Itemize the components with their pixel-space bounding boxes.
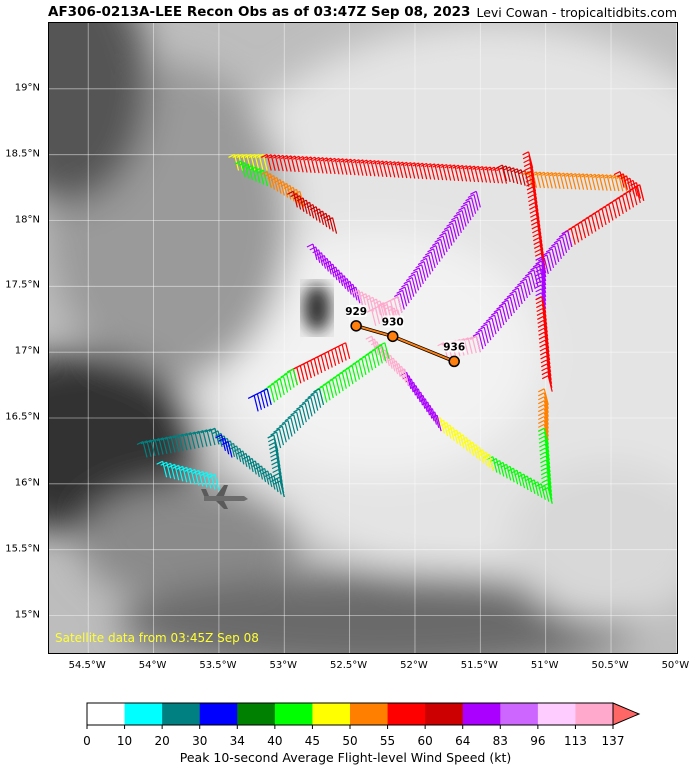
colorbar-tick-label: 20 [154,734,170,748]
colorbar-tick-label: 50 [342,734,358,748]
lon-tick-label: 54°W [138,660,167,671]
colorbar-tick-label: 40 [267,734,283,748]
wind-barb-segment [215,434,233,458]
colorbar-tick-label: 137 [601,734,625,748]
wind-barb-segment [430,414,494,471]
colorbar-tick-label: 113 [563,734,587,748]
colorbar-swatch [124,703,163,725]
chart-title: AF306-0213A-LEE Recon Obs as of 03:47Z S… [48,4,471,20]
wind-barb-segment [538,427,553,504]
wind-barb-segment [398,368,442,432]
colorbar-tick-label: 0 [83,734,91,748]
recon-aircraft-icon [201,485,248,509]
satellite-map: 929 930 936 [49,23,677,653]
colorbar-tick-label: 30 [192,734,208,748]
lat-tick-label: 15°N [14,609,40,620]
credit-text: Levi Cowan - tropicaltidbits.com [476,5,677,20]
lon-tick-label: 52.5°W [330,660,368,671]
colorbar-title: Peak 10-second Average Flight-level Wind… [179,750,512,765]
lon-tick-label: 51.5°W [460,660,498,671]
lat-tick-label: 19°N [14,82,40,94]
pressure-fix-label: 930 [382,316,404,328]
wind-barb-segment [522,151,547,274]
lon-tick-label: 54.5°W [68,660,106,671]
lat-tick-label: 17°N [14,345,40,357]
colorbar-swatch [575,703,614,725]
wind-barbs [136,151,645,504]
colorbar-swatch [537,703,576,725]
lon-tick-label: 50°W [661,660,690,671]
lat-tick-label: 18.5°N [5,148,40,160]
colorbar-swatch [500,703,539,725]
map-gridlines [49,23,677,653]
satellite-timestamp: Satellite data from 03:45Z Sep 08 [55,631,259,645]
wind-barb-segment [156,460,220,491]
colorbar-extend-arrow [612,702,641,726]
colorbar-swatch [199,703,238,725]
colorbar-tick-label: 55 [379,734,396,748]
lon-tick-label: 53°W [269,660,298,671]
colorbar-swatch [87,703,126,725]
colorbar-swatch [425,703,464,725]
colorbar-swatch [274,703,313,725]
wind-barb-segment [136,427,220,458]
lat-tick-label: 16°N [14,477,40,489]
wind-barb-segment [260,171,305,208]
colorbar-swatch [387,703,426,725]
wind-barb-segment [260,153,508,184]
pressure-fix-marker [448,355,460,368]
lat-tick-label: 15.5°N [5,543,40,555]
colorbar-swatch [162,703,201,725]
wind-speed-colorbar [86,702,641,729]
pressure-fix-marker [387,330,399,343]
colorbar-tick-label: 60 [417,734,433,748]
lon-tick-label: 53.5°W [199,660,237,671]
colorbar-swatch [350,703,389,725]
wind-barb-segment [535,296,553,392]
colorbar-swatch [237,703,276,725]
pressure-fix-label: 929 [345,306,367,318]
pressure-fix-label: 936 [443,341,465,353]
lat-tick-label: 16.5°N [5,411,40,423]
colorbar-tick-label: 83 [492,734,508,748]
colorbar-tick-label: 64 [455,734,471,748]
lon-tick-label: 50.5°W [591,660,629,671]
colorbar-swatch [462,703,501,725]
pressure-fix-marker [350,320,362,332]
colorbar-swatch [312,703,351,725]
lon-tick-label: 52°W [400,660,428,671]
colorbar-tick-label: 45 [304,734,321,748]
wind-barb-segment [287,190,338,234]
wind-barb-segment [561,184,645,247]
wind-barb-segment [228,153,272,171]
wind-barb-segment [260,368,298,405]
lat-tick-label: 17.5°N [5,279,40,291]
wind-barb-segment [247,388,272,412]
wind-barb-segment [535,256,547,313]
colorbar-tick-label: 10 [116,734,133,748]
center-fix-track: 929 930 936 [345,304,466,368]
lon-tick-label: 51°W [530,660,559,671]
recon-map: 929 930 936 Satellite data from 03:45Z Sep… [48,22,678,654]
colorbar-tick-label: 34 [229,734,245,748]
colorbar-tick-label: 96 [530,734,546,748]
lat-tick-label: 18°N [14,214,40,225]
